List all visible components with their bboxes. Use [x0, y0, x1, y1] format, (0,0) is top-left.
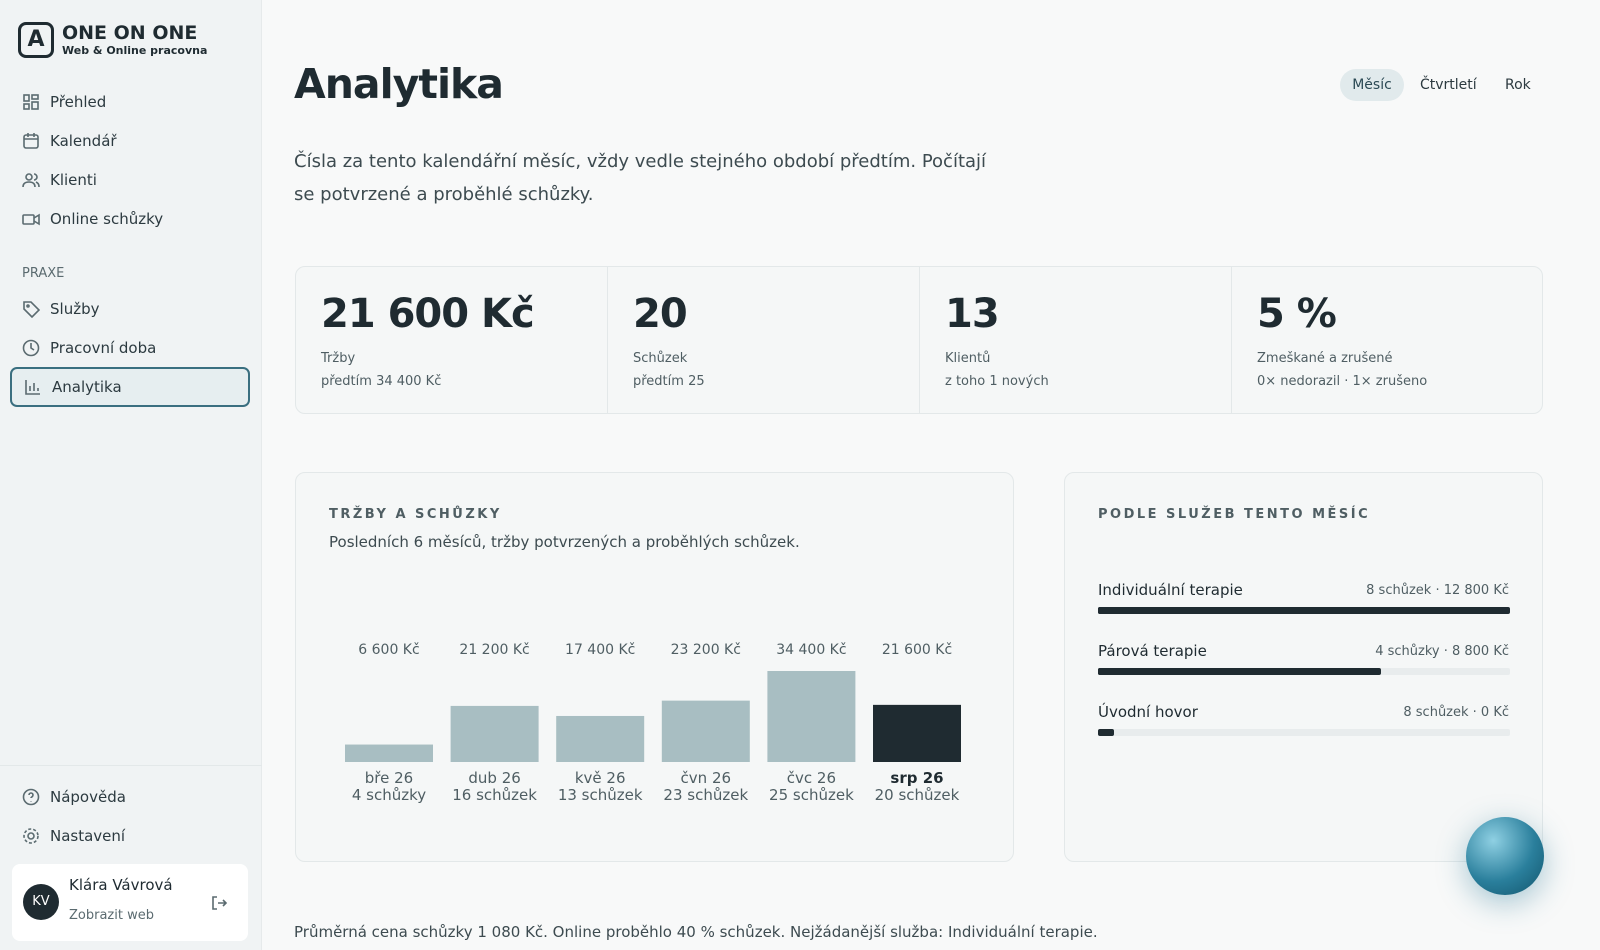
description: Čísla za tento kalendářní měsíc, vždy ve… — [294, 151, 987, 205]
value-label: 17 400 Kč — [565, 642, 635, 658]
stat: 20 Schůzek předtím 25 — [608, 267, 920, 413]
nav-label: Online schůzky — [50, 210, 164, 228]
nav-item[interactable]: Kalendář — [10, 121, 250, 161]
nav-label: Pracovní doba — [50, 339, 157, 357]
stat-value: 13 — [945, 291, 1000, 337]
logout-icon[interactable] — [210, 894, 228, 912]
sidebar: A ONE ON ONE Web & Online pracovna Přehl… — [0, 0, 262, 950]
nav-label: Služby — [50, 300, 100, 318]
chart-title: TRŽBY A SCHŮZKY — [329, 507, 502, 522]
user-link[interactable]: Zobrazit web — [69, 908, 154, 923]
bar-chart: 6 600 Kč bře 264 schůzky 21 200 Kč dub 2616… — [345, 642, 961, 804]
bar — [873, 704, 961, 762]
nav-item[interactable]: Přehled — [10, 82, 250, 122]
stat-note: předtím 34 400 Kč — [321, 374, 442, 389]
period-tab[interactable]: Rok — [1505, 77, 1531, 93]
nav-label: Přehled — [50, 93, 107, 111]
count-label: 13 schůzek — [558, 786, 643, 804]
service-meta: 4 schůzky · 8 800 Kč — [1375, 644, 1509, 659]
nav-item[interactable]: Analytika — [10, 367, 250, 407]
service-meta: 8 schůzek · 0 Kč — [1403, 705, 1509, 720]
category-label: srp 26 — [890, 769, 943, 787]
category-label: dub 26 — [468, 769, 520, 787]
stat: 21 600 Kč Tržby předtím 34 400 Kč — [296, 267, 608, 413]
divider — [0, 765, 262, 766]
service-track — [1098, 729, 1510, 736]
user-card: KV Klára Vávrová Zobrazit web — [12, 864, 248, 941]
assistant-orb[interactable] — [1466, 817, 1544, 895]
nav-item[interactable]: Pracovní doba — [10, 328, 250, 368]
stat: 5 % Zmeškané a zrušené 0× nedorazil · 1× z… — [1232, 267, 1542, 413]
count-label: 25 schůzek — [769, 786, 854, 804]
count-label: 20 schůzek — [875, 786, 960, 804]
stat-label: Klientů — [945, 351, 991, 366]
stat-note: z toho 1 nových — [945, 374, 1049, 389]
service-meta: 8 schůzek · 12 800 Kč — [1366, 583, 1509, 598]
bar — [450, 705, 539, 762]
bar — [661, 700, 750, 762]
service-name: Individuální terapie — [1098, 581, 1243, 599]
stat: 13 Klientů z toho 1 nových — [920, 267, 1232, 413]
nav-label: Klienti — [50, 171, 97, 189]
stat-note: 0× nedorazil · 1× zrušeno — [1257, 374, 1428, 389]
count-label: 23 schůzek — [663, 786, 748, 804]
bar — [556, 715, 645, 762]
bar — [767, 671, 856, 762]
stat-note: předtím 25 — [633, 374, 705, 389]
logo: A — [18, 22, 54, 58]
chart-subtitle: Posledních 6 měsíců, tržby potvrzených a… — [329, 533, 800, 551]
summary: Průměrná cena schůzky 1 080 Kč. Online p… — [294, 923, 1098, 941]
category-label: bře 26 — [365, 769, 413, 787]
nav-item[interactable]: Online schůzky — [10, 199, 250, 239]
category-label: kvě 26 — [575, 769, 626, 787]
period-tab[interactable]: Čtvrtletí — [1420, 77, 1477, 93]
chart-card: TRŽBY A SCHŮZKY Posledních 6 měsíců, trž… — [295, 472, 1014, 862]
user-name: Klára Vávrová — [69, 876, 173, 894]
services-title: PODLE SLUŽEB TENTO MĚSÍC — [1098, 507, 1371, 522]
service-name: Úvodní hovor — [1098, 703, 1198, 721]
stat-label: Zmeškané a zrušené — [1257, 351, 1393, 366]
brand-tagline: Web & Online pracovna — [62, 44, 208, 57]
avatar: KV — [23, 884, 59, 920]
count-label: 4 schůzky — [352, 786, 426, 804]
service-bar-start — [1098, 729, 1114, 736]
category-label: čvn 26 — [681, 769, 732, 787]
nav-item[interactable]: Nápověda — [10, 777, 250, 817]
value-label: 6 600 Kč — [358, 642, 419, 658]
nav-label: Kalendář — [50, 132, 117, 150]
nav-item[interactable]: Klienti — [10, 160, 250, 200]
stat-value: 5 % — [1257, 291, 1337, 337]
service-bar — [1098, 607, 1510, 614]
nav-item[interactable]: Služby — [10, 289, 250, 329]
service-name: Párová terapie — [1098, 642, 1207, 660]
nav-label: Nastavení — [50, 827, 126, 845]
value-label: 34 400 Kč — [776, 642, 846, 658]
category-label: čvc 26 — [787, 769, 836, 787]
brand-name: ONE ON ONE — [62, 22, 198, 44]
page-title: Analytika — [294, 60, 504, 108]
count-label: 16 schůzek — [452, 786, 537, 804]
stat-label: Schůzek — [633, 351, 688, 366]
stats-card: 21 600 Kč Tržby předtím 34 400 Kč 20 Schůzek… — [295, 266, 1543, 414]
period-tab[interactable]: Měsíc — [1340, 69, 1404, 101]
value-label: 21 600 Kč — [882, 642, 952, 658]
value-label: 21 200 Kč — [459, 642, 529, 658]
services-card: PODLE SLUŽEB TENTO MĚSÍC Individuální te… — [1064, 472, 1543, 862]
stat-label: Tržby — [321, 351, 356, 366]
nav-label: Nápověda — [50, 788, 126, 806]
stat-value: 20 — [633, 291, 688, 337]
nav-section: PRAXE — [22, 266, 65, 281]
stat-value: 21 600 Kč — [321, 291, 535, 337]
bar — [345, 744, 433, 762]
nav-item[interactable]: Nastavení — [10, 816, 250, 856]
nav-label: Analytika — [52, 378, 122, 396]
value-label: 23 200 Kč — [671, 642, 741, 658]
service-bar — [1098, 668, 1382, 675]
